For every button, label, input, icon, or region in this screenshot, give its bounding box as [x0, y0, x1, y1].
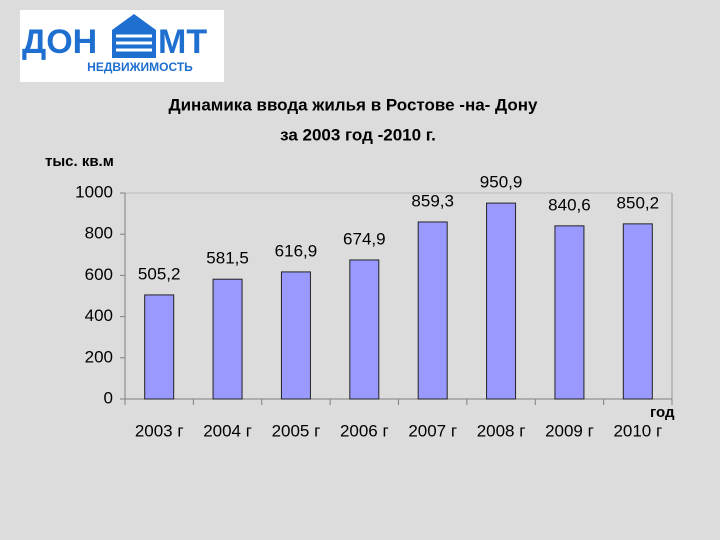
y-axis-label: тыс. кв.м: [45, 153, 114, 170]
bar: [212, 278, 243, 400]
y-tick-label: 600: [85, 265, 113, 284]
logo-right: МТ: [158, 23, 207, 61]
bar: [144, 294, 175, 400]
chart-subtitle: за 2003 год -2010 г.: [280, 125, 436, 144]
y-tick-label: 800: [85, 224, 113, 243]
value-label: 616,9: [275, 241, 318, 260]
x-tick-label: 2006 г: [340, 421, 389, 440]
x-tick-label: 2009 г: [545, 421, 594, 440]
logo-left: ДОН: [22, 23, 97, 61]
x-axis-label: год: [650, 404, 675, 421]
y-tick-label: 200: [85, 347, 113, 366]
x-tick-label: 2007 г: [408, 421, 457, 440]
x-tick-label: 2005 г: [272, 421, 321, 440]
x-tick-label: 2003 г: [135, 421, 184, 440]
value-label: 950,9: [480, 173, 523, 192]
logo-building: [112, 14, 156, 58]
value-label: 840,6: [548, 195, 591, 214]
x-tick-label: 2010 г: [613, 421, 662, 440]
y-tick-label: 0: [104, 388, 113, 407]
y-tick-label: 1000: [75, 182, 113, 201]
value-label: 505,2: [138, 264, 181, 283]
value-label: 674,9: [343, 229, 386, 248]
logo-tagline: НЕДВИЖИМОСТЬ: [87, 60, 193, 74]
chart-title: Динамика ввода жилья в Ростове -на- Дону: [169, 95, 539, 114]
x-tick-label: 2004 г: [203, 421, 252, 440]
y-tick-label: 400: [85, 306, 113, 325]
bar: [417, 221, 448, 400]
bar: [554, 225, 585, 400]
value-label: 859,3: [411, 191, 454, 210]
x-tick-label: 2008 г: [477, 421, 526, 440]
value-label: 850,2: [617, 193, 660, 212]
bar: [486, 202, 517, 400]
bar: [622, 223, 653, 400]
bar: [280, 271, 311, 400]
value-label: 581,5: [206, 249, 249, 268]
logo: ДОН МТ НЕДВИЖИМОСТЬ: [20, 10, 224, 82]
bar: [349, 259, 380, 400]
